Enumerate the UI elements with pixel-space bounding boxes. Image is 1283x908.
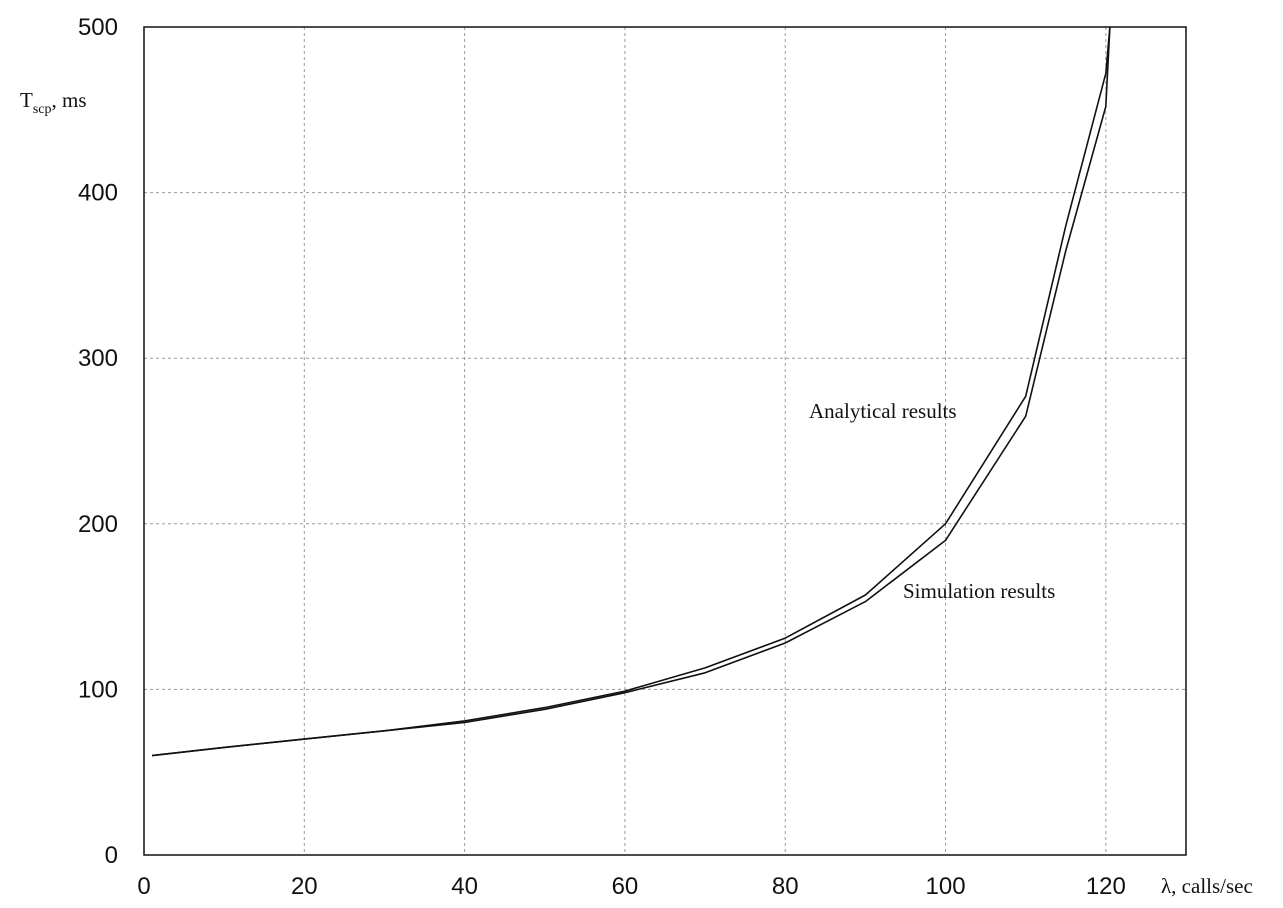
y-axis-title-sub: scp bbox=[33, 102, 52, 117]
y-tick-label-100: 100 bbox=[78, 676, 118, 703]
x-tick-label-60: 60 bbox=[612, 873, 639, 900]
y-tick-label-300: 300 bbox=[78, 345, 118, 372]
y-axis-title-suffix: , ms bbox=[52, 88, 87, 112]
x-tick-label-0: 0 bbox=[137, 873, 150, 900]
x-tick-label-100: 100 bbox=[926, 873, 966, 900]
x-tick-label-20: 20 bbox=[291, 873, 318, 900]
y-tick-label-200: 200 bbox=[78, 511, 118, 538]
x-tick-label-80: 80 bbox=[772, 873, 799, 900]
x-axis-title: λ, calls/sec bbox=[1161, 874, 1253, 898]
x-tick-label-120: 120 bbox=[1086, 873, 1126, 900]
y-tick-label-0: 0 bbox=[105, 842, 118, 869]
y-tick-label-500: 500 bbox=[78, 14, 118, 41]
y-tick-label-400: 400 bbox=[78, 180, 118, 207]
grid bbox=[144, 27, 1186, 855]
annotation-analytical-results: Analytical results bbox=[809, 399, 957, 423]
tick-labels: 0 20 40 60 80 100 120 0 100 200 300 400 500 bbox=[78, 14, 1126, 900]
y-axis-title: Tscp, ms bbox=[20, 88, 87, 117]
annotation-simulation-results: Simulation results bbox=[903, 579, 1055, 603]
series-group bbox=[151, 26, 1111, 757]
series-line-analytical-results bbox=[151, 26, 1111, 757]
series-line-simulation-results bbox=[151, 26, 1111, 757]
y-axis-title-main: T bbox=[20, 88, 33, 112]
x-tick-label-40: 40 bbox=[451, 873, 478, 900]
plot-frame bbox=[143, 26, 1187, 856]
